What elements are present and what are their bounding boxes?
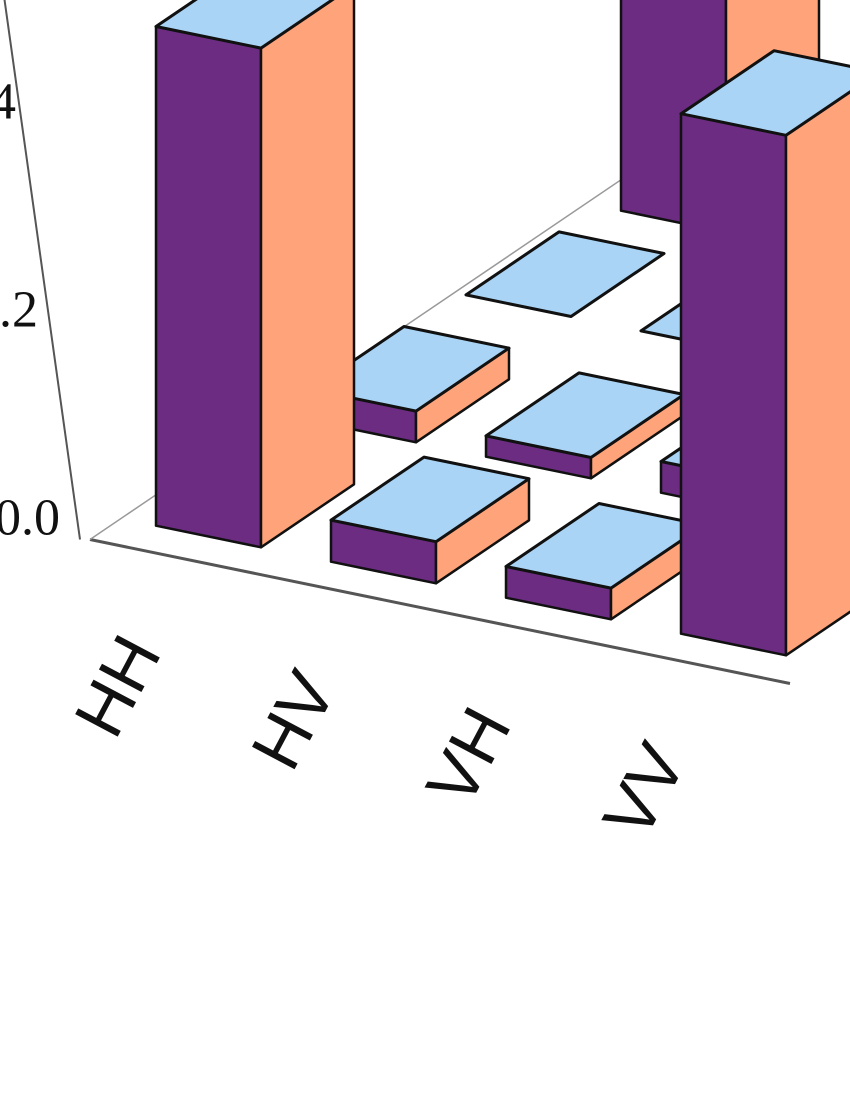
- row-label: VV: [588, 731, 701, 850]
- z-tick-label: 0.4: [0, 74, 16, 131]
- z-axis-line: [3, 0, 81, 540]
- z-tick-label: 0.2: [0, 282, 38, 339]
- row-label: HH: [59, 623, 175, 749]
- bar-HV-HV: [484, 371, 686, 480]
- bar-side-face: [259, 0, 356, 549]
- bars: [154, 0, 850, 657]
- bar-front-face: [154, 25, 263, 549]
- bar-HH-HH: [154, 0, 356, 549]
- bar-front-face: [679, 112, 788, 657]
- bar-VV-HH: [679, 49, 850, 657]
- bar-VH-HH: [504, 502, 706, 621]
- bar-top-face: [329, 455, 531, 544]
- row-label: HV: [236, 659, 351, 782]
- bar-top-face: [154, 0, 335, 50]
- bar-HH-VH: [464, 230, 666, 318]
- bar-top-face: [679, 49, 850, 137]
- z-tick-label: 0.0: [0, 490, 60, 547]
- bar-top-face: [309, 325, 511, 413]
- bar-HV-HH: [329, 455, 531, 585]
- bar-top-face: [464, 230, 666, 318]
- z-axis-ticks: 0.0 0.2 0.4: [0, 74, 60, 547]
- row-label: VH: [411, 695, 526, 817]
- bar-side-face: [784, 90, 850, 657]
- row-labels: HH HV VH VV: [59, 623, 700, 850]
- floor-front-edge: [89, 538, 791, 685]
